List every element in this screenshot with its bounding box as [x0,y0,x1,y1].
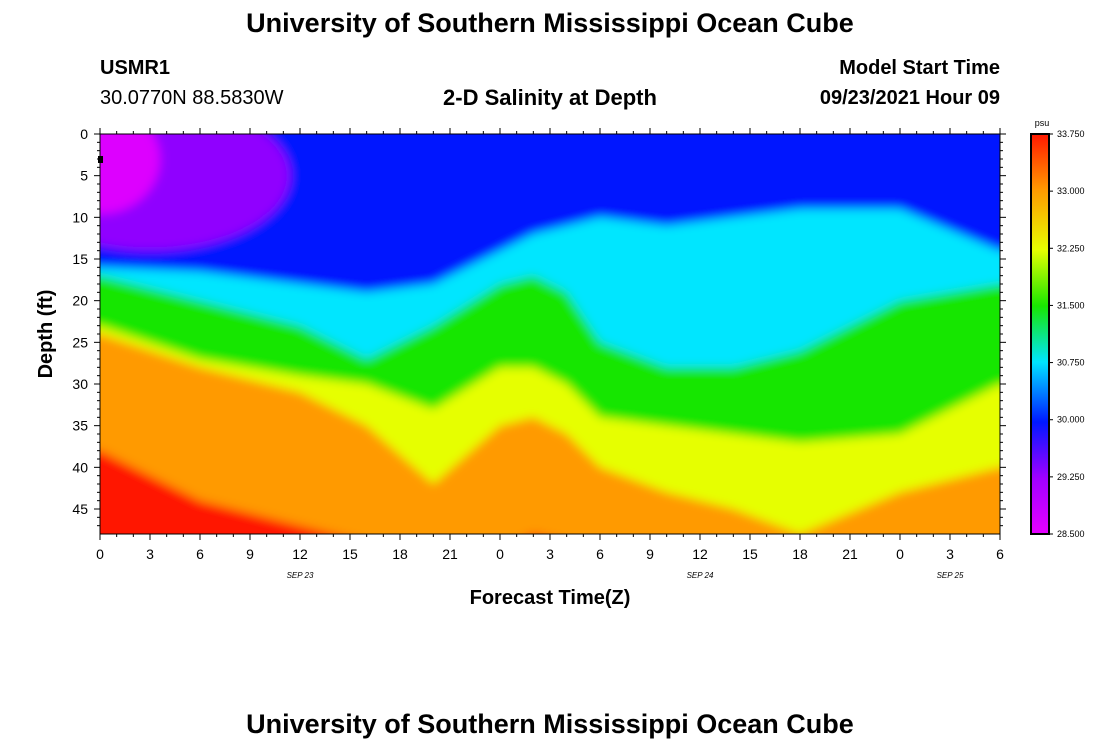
colorbar-tick-label: 29.250 [1057,472,1085,482]
x-tick-label: 18 [392,546,408,562]
x-axis-label: Forecast Time(Z) [470,587,631,609]
x-tick-label: 18 [792,546,808,562]
x-tick-label: 3 [146,546,154,562]
x-tick-label: 3 [946,546,954,562]
colorbar-tick-label: 32.250 [1057,243,1085,253]
y-tick-label: 35 [72,418,88,434]
x-tick-label: 15 [742,546,758,562]
x-tick-label: 6 [996,546,1004,562]
x-tick-label: 9 [246,546,254,562]
x-tick-label: 12 [292,546,308,562]
x-tick-label: 0 [496,546,504,562]
y-axis-label: Depth (ft) [35,290,57,379]
y-tick-label: 30 [72,376,88,392]
plot-title: 2-D Salinity at Depth [443,85,657,110]
x-tick-label: 21 [442,546,458,562]
heatmap-field [100,134,1000,534]
colorbar-tick-label: 33.000 [1057,186,1085,196]
y-tick-label: 5 [80,168,88,184]
y-tick-label: 10 [72,209,88,225]
x-tick-label: 6 [196,546,204,562]
y-tick-label: 25 [72,334,88,350]
colorbar-unit: psu [1035,118,1050,128]
x-date-label: SEP 24 [687,571,714,580]
x-date-label: SEP 25 [937,571,964,580]
surface-marker [98,156,103,163]
colorbar-tick-label: 28.500 [1057,529,1085,539]
colorbar-tick-label: 30.750 [1057,358,1085,368]
x-tick-label: 15 [342,546,358,562]
y-tick-label: 45 [72,501,88,517]
x-tick-label: 3 [546,546,554,562]
chart-title-top: University of Southern Mississippi Ocean… [246,8,854,38]
station-coords: 30.0770N 88.5830W [100,87,284,109]
salinity-band [100,450,534,534]
x-tick-label: 21 [842,546,858,562]
colorbar-gradient [1030,133,1050,535]
x-tick-label: 0 [896,546,904,562]
x-tick-label: 0 [96,546,104,562]
model-start-value: 09/23/2021 Hour 09 [819,87,1000,109]
colorbar-tick-label: 31.500 [1057,300,1085,310]
chart-title-bottom: University of Southern Mississippi Ocean… [246,709,854,739]
y-tick-label: 15 [72,251,88,267]
y-tick-label: 20 [72,293,88,309]
model-start-label: Model Start Time [839,57,1000,79]
x-date-label: SEP 23 [287,571,314,580]
colorbar-tick-label: 33.750 [1057,129,1085,139]
x-tick-label: 6 [596,546,604,562]
y-tick-label: 0 [80,126,88,142]
x-tick-label: 12 [692,546,708,562]
fresh-water-core [100,134,160,214]
colorbar: psu 33.750 33.000 32.250 31.500 30.750 30.000… [1030,118,1085,539]
station-name: USMR1 [100,57,171,79]
salinity-band [100,334,1000,534]
x-axis: 0 3 6 9 12 15 18 21 0 3 6 9 12 15 18 21 0 3 6 SEP 23 SEP 24 S… [96,128,1004,580]
y-axis: 0 5 10 15 20 25 30 35 40 45 [72,126,1006,527]
y-tick-label: 40 [72,459,88,475]
colorbar-tick-label: 30.000 [1057,415,1085,425]
x-tick-label: 9 [646,546,654,562]
